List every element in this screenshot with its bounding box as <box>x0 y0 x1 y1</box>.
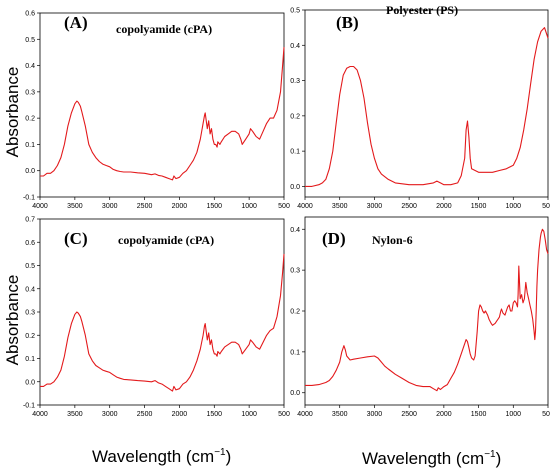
y-tick-label: 0.0 <box>290 390 300 397</box>
y-tick-label: 0.4 <box>25 63 35 70</box>
x-tick-label: 500 <box>278 411 290 418</box>
y-tick-label: 0.0 <box>25 168 35 175</box>
x-tick-label: 2500 <box>137 203 153 210</box>
x-tick-label: 2000 <box>172 411 188 418</box>
y-tick-label: 0.5 <box>25 37 35 44</box>
spectrum-line <box>305 27 549 187</box>
y-tick-label: 0.0 <box>25 379 35 386</box>
y-tick-label: 0.7 <box>25 217 35 224</box>
x-tick-label: 2000 <box>436 411 452 418</box>
y-tick-label: 0.2 <box>25 333 35 340</box>
panel-b: (B) Polyester (PS) <box>336 3 458 32</box>
y-tick-label: 0.2 <box>290 113 300 120</box>
panel-b-plot: 4000 3500 3000 2500 2000 1500 1000 500 0.0 0.1 0.2… <box>290 8 550 211</box>
panel-d-label: (D) <box>322 229 346 248</box>
x-tick-label: 3500 <box>67 411 83 418</box>
x-tick-label: 1000 <box>241 203 257 210</box>
y-tick-label: 0.1 <box>290 349 300 356</box>
x-tick-label: 4000 <box>32 203 48 210</box>
y-tick-label: 0.4 <box>25 286 35 293</box>
x-tick-label: 500 <box>542 411 550 418</box>
x-tick-label: 1500 <box>471 203 487 210</box>
x-axis-title-right-sup: −1 <box>484 449 496 460</box>
x-tick-label: 3500 <box>332 203 348 210</box>
y-axis-title-bottom: Absorbance <box>3 275 22 366</box>
panel-c: (C) copolyamide (cPA) <box>64 229 214 248</box>
x-tick-label: 3000 <box>102 203 118 210</box>
x-tick-label: 1500 <box>206 203 222 210</box>
spectrum-line <box>40 253 285 392</box>
y-tick-label: 0.4 <box>290 43 300 50</box>
x-tick-label: 2000 <box>172 203 188 210</box>
y-tick-label: -0.1 <box>23 403 35 410</box>
panel-a: (A) copolyamide (cPA) <box>64 13 212 36</box>
y-axis-title-top: Absorbance <box>3 67 22 158</box>
y-tick-label: 0.1 <box>25 142 35 149</box>
x-tick-label: 1000 <box>505 203 521 210</box>
panel-a-frame <box>39 12 285 198</box>
x-axis-title-right-close: ) <box>496 449 502 468</box>
x-tick-label: 1000 <box>505 411 521 418</box>
x-tick-label: 500 <box>542 203 550 210</box>
x-tick-label: 2500 <box>401 203 417 210</box>
y-tick-label: 0.0 <box>290 184 300 191</box>
x-tick-label: 1000 <box>241 411 257 418</box>
y-tick-label: 0.6 <box>25 11 35 18</box>
panel-c-label: (C) <box>64 229 88 248</box>
y-tick-label: 0.1 <box>290 149 300 156</box>
y-tick-label: 0.3 <box>25 310 35 317</box>
panel-d: (D) Nylon-6 <box>322 229 413 248</box>
x-axis-title-left: Wavelength (cm−1) <box>92 447 231 466</box>
y-tick-label: 0.6 <box>25 240 35 247</box>
x-tick-label: 1500 <box>206 411 222 418</box>
panel-a-title: copolyamide (cPA) <box>116 22 212 36</box>
x-axis-title-right-main: Wavelength (cm <box>362 449 484 468</box>
x-axis-title-right: Wavelength (cm−1) <box>362 449 501 468</box>
x-tick-label: 1500 <box>471 411 487 418</box>
panel-c-title: copolyamide (cPA) <box>118 233 214 247</box>
y-tick-label: 0.2 <box>290 309 300 316</box>
x-axis-title-left-close: ) <box>226 447 232 466</box>
y-tick-label: 0.2 <box>25 116 35 123</box>
panel-b-label: (B) <box>336 13 359 32</box>
panel-d-title: Nylon-6 <box>372 233 413 247</box>
panel-a-plot: 4000 3500 3000 2500 2000 1500 1000 500 -0.1 0.0 0.… <box>23 11 290 211</box>
x-tick-label: 4000 <box>297 203 313 210</box>
y-tick-label: 0.3 <box>25 89 35 96</box>
y-tick-label: -0.1 <box>23 195 35 202</box>
panel-b-frame <box>304 9 549 198</box>
x-axis-title-left-main: Wavelength (cm <box>92 447 214 466</box>
y-tick-label: 0.3 <box>290 78 300 85</box>
x-tick-label: 4000 <box>297 411 313 418</box>
panel-d-plot: 4000 3500 3000 2500 2000 1500 1000 500 0.0 0.1 0.2… <box>290 216 550 418</box>
x-tick-label: 2500 <box>401 411 417 418</box>
y-tick-label: 0.5 <box>290 8 300 15</box>
x-tick-label: 4000 <box>32 411 48 418</box>
y-tick-label: 0.1 <box>25 356 35 363</box>
x-tick-label: 3000 <box>102 411 118 418</box>
spectrum-line <box>305 228 549 392</box>
panel-c-plot: 4000 3500 3000 2500 2000 1500 1000 500 -0.1 0.0 0.… <box>23 217 290 419</box>
spectrum-line <box>40 47 285 181</box>
y-tick-label: 0.3 <box>290 268 300 275</box>
x-axis-title-left-sup: −1 <box>214 447 226 458</box>
x-tick-label: 3500 <box>67 203 83 210</box>
x-tick-label: 3000 <box>367 203 383 210</box>
x-tick-label: 3500 <box>332 411 348 418</box>
x-tick-label: 500 <box>278 203 290 210</box>
y-tick-label: 0.5 <box>25 263 35 270</box>
x-tick-label: 2000 <box>436 203 452 210</box>
x-tick-label: 2500 <box>137 411 153 418</box>
panel-a-label: (A) <box>64 13 88 32</box>
x-tick-label: 3000 <box>367 411 383 418</box>
y-tick-label: 0.4 <box>290 227 300 234</box>
